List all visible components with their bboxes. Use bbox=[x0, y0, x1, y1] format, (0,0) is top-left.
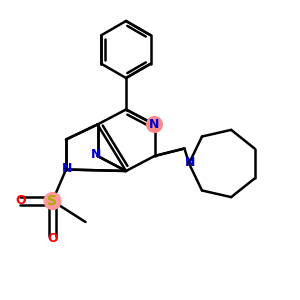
Text: N: N bbox=[185, 155, 196, 169]
Text: N: N bbox=[149, 118, 160, 131]
Text: S: S bbox=[47, 194, 58, 208]
Text: O: O bbox=[16, 194, 26, 208]
Text: O: O bbox=[47, 232, 58, 245]
Circle shape bbox=[147, 117, 162, 132]
Circle shape bbox=[44, 193, 61, 209]
Text: N: N bbox=[91, 148, 101, 161]
Text: N: N bbox=[62, 161, 73, 175]
